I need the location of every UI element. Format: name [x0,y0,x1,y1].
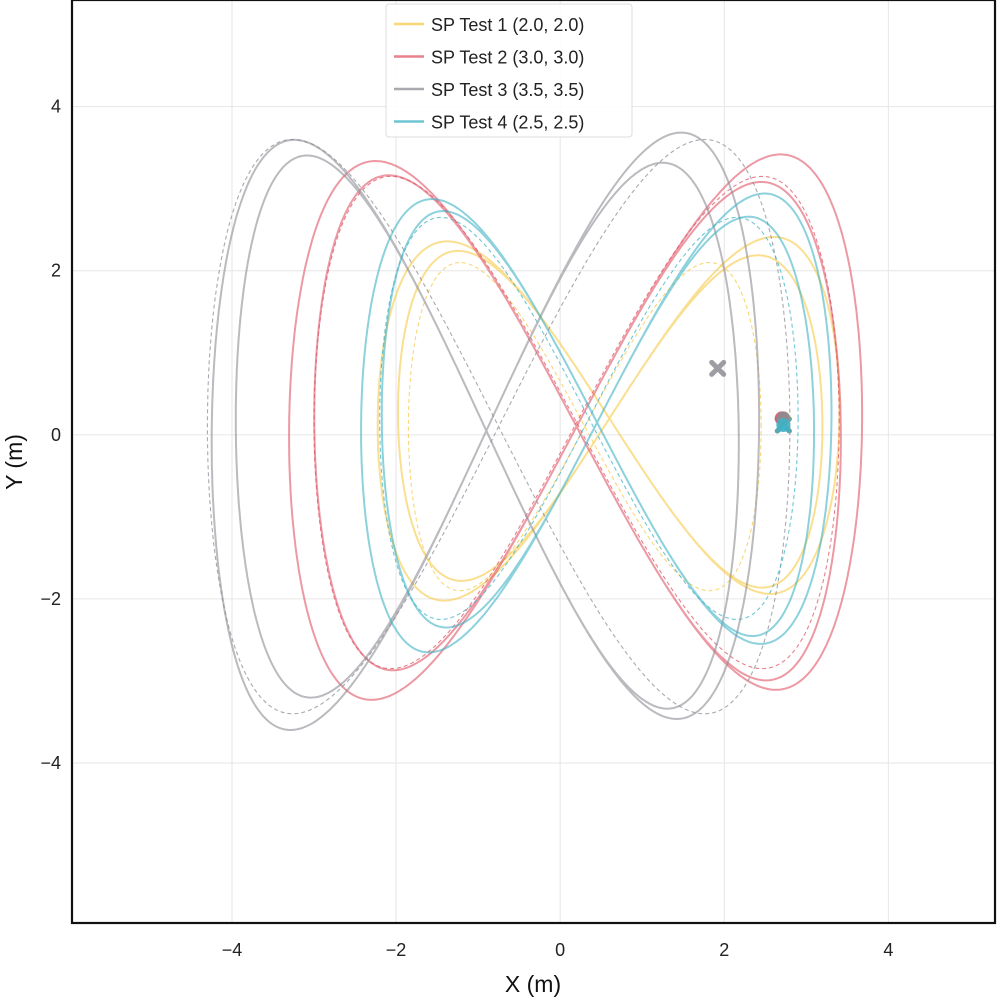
y-axis-label: Y (m) [1,434,27,490]
grid [72,0,995,923]
x-tick-label: 2 [719,940,729,960]
actual-trajectory-line [288,153,864,701]
x-tick-label: −4 [222,940,243,960]
legend-label: SP Test 1 (2.0, 2.0) [431,15,584,35]
markers-group [709,359,792,434]
legend-label: SP Test 2 (3.0, 3.0) [431,48,584,68]
start-marker [776,417,791,432]
x-tick-label: 4 [883,940,893,960]
x-axis-label: X (m) [505,971,561,997]
reference-trajectory-line [206,138,791,715]
legend-box [385,3,633,138]
end-marker [709,359,727,377]
plot-frame [70,0,997,925]
tick-labels: −4 −2 0 2 4 −4 −2 0 2 4 [40,97,893,960]
y-tick-label: −2 [40,589,61,609]
actual-trajectory-line [360,192,833,654]
legend-label: SP Test 3 (3.5, 3.5) [431,80,584,100]
x-tick-label: −2 [386,940,407,960]
y-tick-label: 4 [51,97,61,117]
legend-label: SP Test 4 (2.5, 2.5) [431,113,584,133]
y-tick-label: 2 [51,261,61,281]
actual-trajectory-line [210,131,761,731]
y-tick-label: −4 [40,753,61,773]
y-tick-label: 0 [51,425,61,445]
x-tick-label: 0 [555,940,565,960]
legend: SP Test 1 (2.0, 2.0) SP Test 2 (3.0, 3.0)… [385,3,633,138]
series-group [206,131,864,731]
